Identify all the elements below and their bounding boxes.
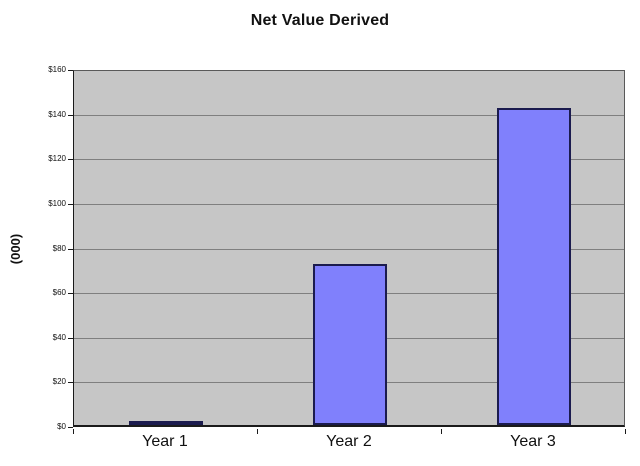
x-axis-tick-mark — [625, 429, 626, 434]
bar-year-1 — [129, 420, 203, 425]
y-axis-tick-mark — [68, 427, 73, 428]
y-tick-label: $20 — [52, 377, 66, 387]
y-tick-label: $100 — [48, 198, 66, 208]
bar-year-2 — [313, 264, 387, 425]
x-category-label: Year 3 — [510, 433, 556, 450]
y-axis-tick-mark — [68, 337, 73, 339]
chart-title: Net Value Derived — [250, 12, 390, 29]
y-axis-tick-mark — [68, 248, 73, 250]
y-tick-label: $80 — [52, 243, 66, 253]
bar-year-3 — [497, 108, 571, 425]
y-axis-tick-mark — [68, 70, 73, 71]
x-category-label: Year 2 — [326, 433, 372, 450]
y-tick-label: $0 — [57, 422, 66, 431]
gridline — [74, 248, 624, 250]
x-axis-tick-mark — [73, 429, 74, 434]
y-axis-tick-mark — [68, 114, 73, 116]
y-axis-tick-mark — [68, 203, 73, 205]
y-tick-label: $60 — [52, 288, 66, 298]
gridline — [74, 159, 624, 161]
x-axis-tick-mark — [257, 429, 258, 434]
y-tick-label: $140 — [48, 109, 66, 119]
y-axis-title: (000) — [8, 233, 23, 265]
y-axis-tick-mark — [68, 159, 73, 161]
y-tick-label: $160 — [48, 65, 66, 74]
gridline — [74, 203, 624, 205]
y-axis-tick-mark — [68, 382, 73, 384]
y-tick-label: $120 — [48, 154, 66, 164]
gridline — [74, 114, 624, 116]
y-axis-tick-mark — [68, 293, 73, 295]
y-tick-label: $40 — [52, 332, 66, 342]
plot-area — [73, 70, 625, 427]
x-category-label: Year 1 — [142, 433, 188, 450]
x-axis-tick-mark — [441, 429, 442, 434]
